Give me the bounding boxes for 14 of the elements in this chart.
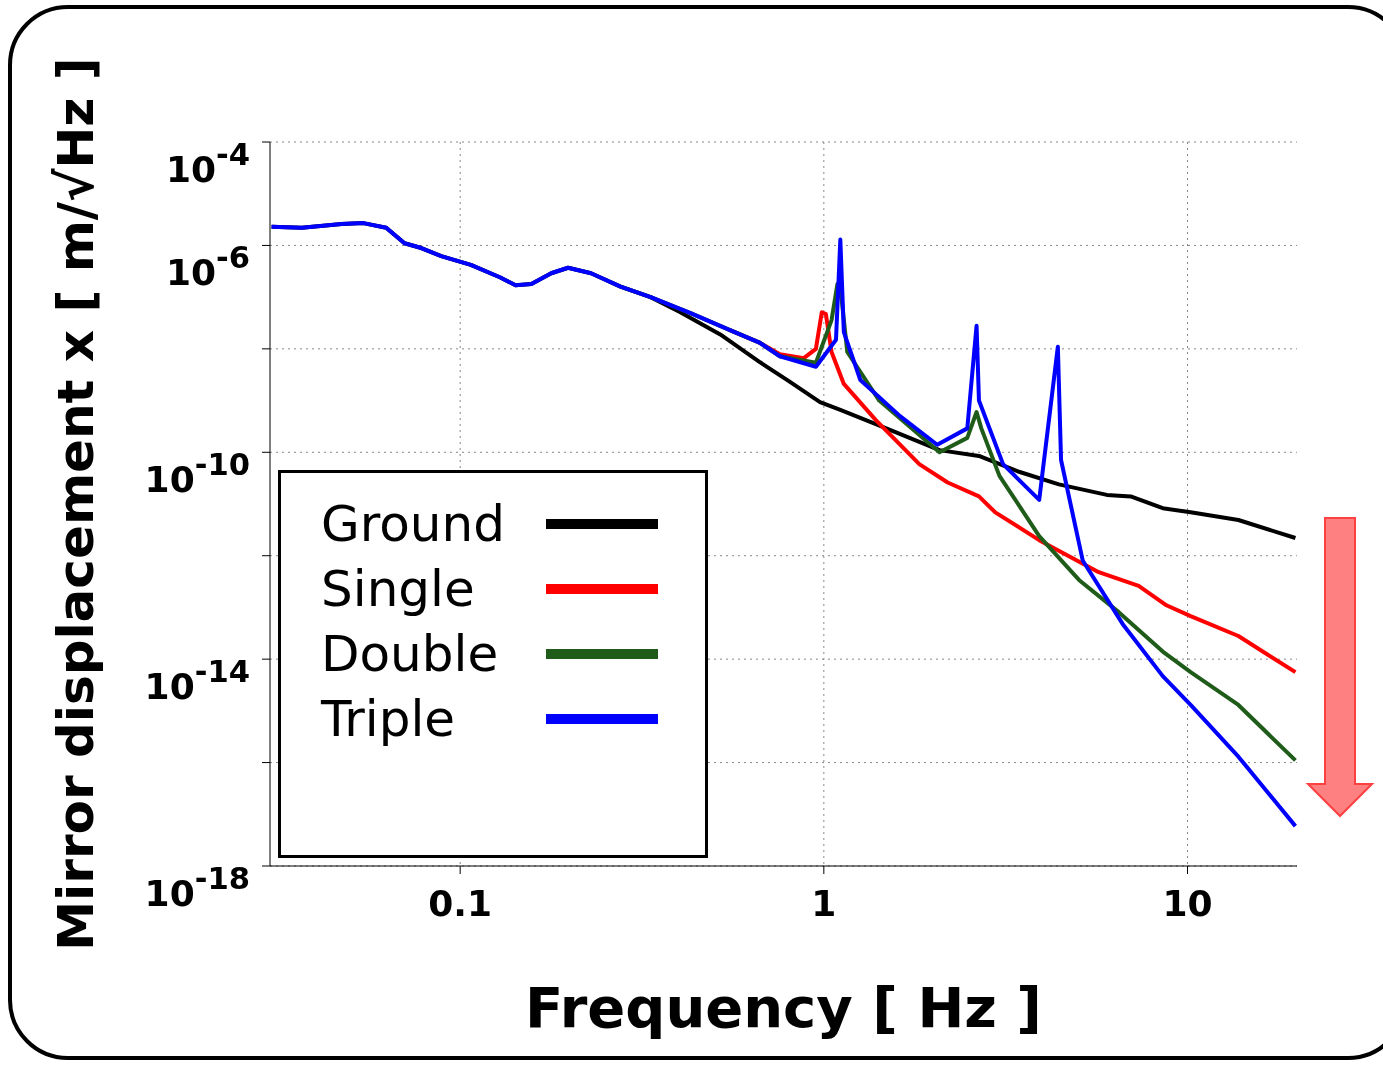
y-tick-label: 10$^{-18}$ bbox=[144, 860, 250, 914]
y-tick-label: 10$^{-6}$ bbox=[165, 239, 250, 294]
x-tick-label: 1 bbox=[811, 883, 837, 924]
y-tick-label: 10$^{-10}$ bbox=[144, 446, 250, 501]
legend-label: Triple bbox=[321, 688, 457, 749]
legend-label: Single bbox=[321, 558, 476, 619]
x-axis-title: Frequency [ Hz ] bbox=[525, 975, 1042, 1040]
legend-label: Double bbox=[321, 623, 500, 684]
y-tick-label: 10$^{-4}$ bbox=[165, 136, 250, 190]
x-tick-label: 0.1 bbox=[428, 883, 493, 924]
y-tick-label: 10$^{-14}$ bbox=[144, 653, 250, 708]
y-axis-title: Mirror displacement x [ m/√Hz ] bbox=[46, 57, 105, 951]
legend-label: Ground bbox=[321, 493, 506, 554]
x-tick-label: 10 bbox=[1162, 883, 1213, 924]
